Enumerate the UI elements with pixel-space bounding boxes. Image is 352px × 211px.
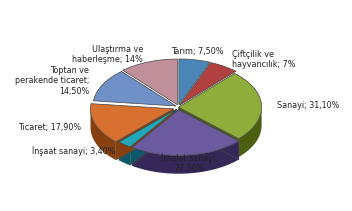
- Polygon shape: [178, 73, 262, 139]
- Text: Toptan ve
perakende ticaret;
14,50%: Toptan ve perakende ticaret; 14,50%: [15, 66, 89, 96]
- Text: İmalat sanayi;
27,50%: İmalat sanayi; 27,50%: [161, 153, 218, 173]
- Polygon shape: [179, 110, 239, 160]
- Polygon shape: [119, 109, 177, 147]
- Polygon shape: [90, 104, 174, 142]
- Text: İnşaat sanayi; 3,40%: İnşaat sanayi; 3,40%: [32, 146, 115, 156]
- Polygon shape: [123, 59, 177, 105]
- Text: Tarım; 7,50%: Tarım; 7,50%: [171, 47, 224, 56]
- Polygon shape: [132, 141, 239, 174]
- Polygon shape: [119, 109, 177, 160]
- Text: Ticaret; 17,90%: Ticaret; 17,90%: [18, 123, 81, 131]
- Text: Sanayi; 31,10%: Sanayi; 31,10%: [277, 101, 339, 110]
- Polygon shape: [239, 107, 262, 157]
- Polygon shape: [179, 59, 210, 105]
- Polygon shape: [180, 63, 236, 105]
- Polygon shape: [130, 109, 177, 165]
- Polygon shape: [178, 107, 239, 157]
- Text: Ulaştırma ve
haberleşme; 14%: Ulaştırma ve haberleşme; 14%: [73, 45, 143, 64]
- Polygon shape: [132, 110, 239, 156]
- Polygon shape: [119, 142, 130, 165]
- Polygon shape: [90, 109, 116, 160]
- Polygon shape: [132, 110, 179, 166]
- Text: Çiftçilik ve
hayvancılık; 7%: Çiftçilik ve hayvancılık; 7%: [232, 50, 296, 69]
- Polygon shape: [116, 109, 174, 160]
- Polygon shape: [94, 72, 176, 106]
